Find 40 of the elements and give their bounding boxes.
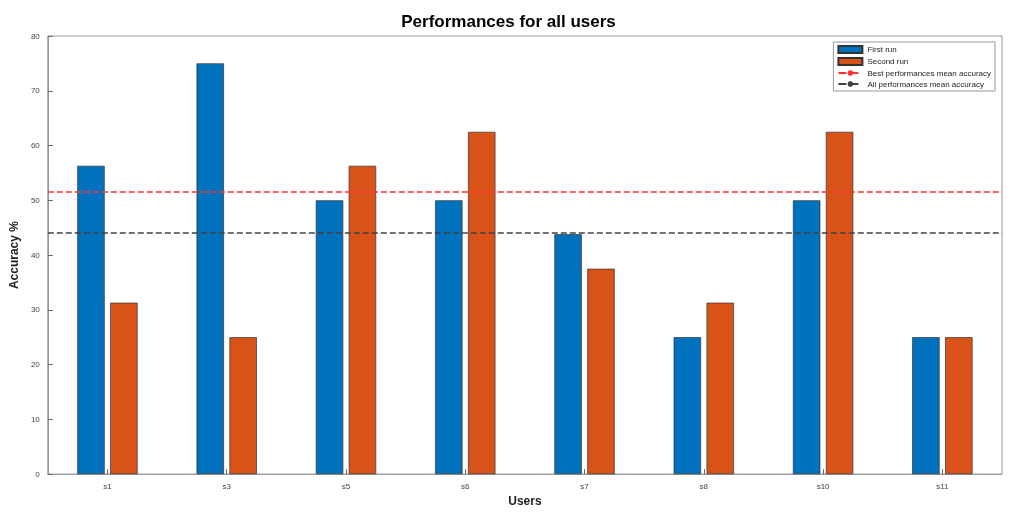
chart-title: Performances for all users: [401, 12, 616, 31]
y-axis-title: Accuracy %: [7, 220, 21, 290]
x-tick-label: s6: [461, 481, 471, 491]
y-tick-label: 50: [30, 195, 41, 205]
x-tick-label: s7: [580, 481, 590, 491]
bar: [554, 234, 582, 475]
legend-label: Best performances mean accuracy: [867, 68, 991, 78]
bar: [110, 302, 138, 475]
y-tick-label: 60: [30, 141, 41, 151]
bar: [587, 268, 615, 475]
x-axis-title: Users: [508, 494, 542, 508]
x-tick-label: s3: [222, 481, 232, 491]
bar: [229, 337, 257, 475]
bar: [348, 165, 377, 475]
legend-label: Second run: [867, 57, 909, 66]
legend-label: First run: [867, 45, 897, 54]
bar: [315, 200, 344, 475]
x-tick-label: s11: [936, 481, 950, 491]
x-tick-label: s5: [341, 481, 351, 491]
y-tick-label: 40: [30, 250, 41, 260]
x-tick-label: s10: [816, 481, 831, 491]
y-tick-label: 10: [30, 414, 41, 424]
bar: [792, 200, 821, 475]
y-tick-label: 0: [35, 469, 41, 479]
y-tick-label: 80: [30, 31, 41, 41]
bar: [468, 131, 496, 475]
bar: [945, 337, 973, 475]
y-tick-label: 70: [30, 86, 41, 96]
y-tick-label: 30: [30, 305, 41, 315]
x-tick-label: s8: [699, 481, 709, 491]
bar: [706, 302, 734, 475]
bar: [673, 337, 702, 475]
bar: [196, 63, 224, 475]
bar: [77, 165, 105, 475]
bar: [825, 131, 854, 475]
x-tick-label: s1: [103, 481, 113, 491]
bar: [912, 337, 940, 475]
legend-label: All performances mean accuracy: [867, 79, 984, 89]
y-tick-label: 20: [30, 360, 41, 370]
bar: [435, 200, 463, 475]
